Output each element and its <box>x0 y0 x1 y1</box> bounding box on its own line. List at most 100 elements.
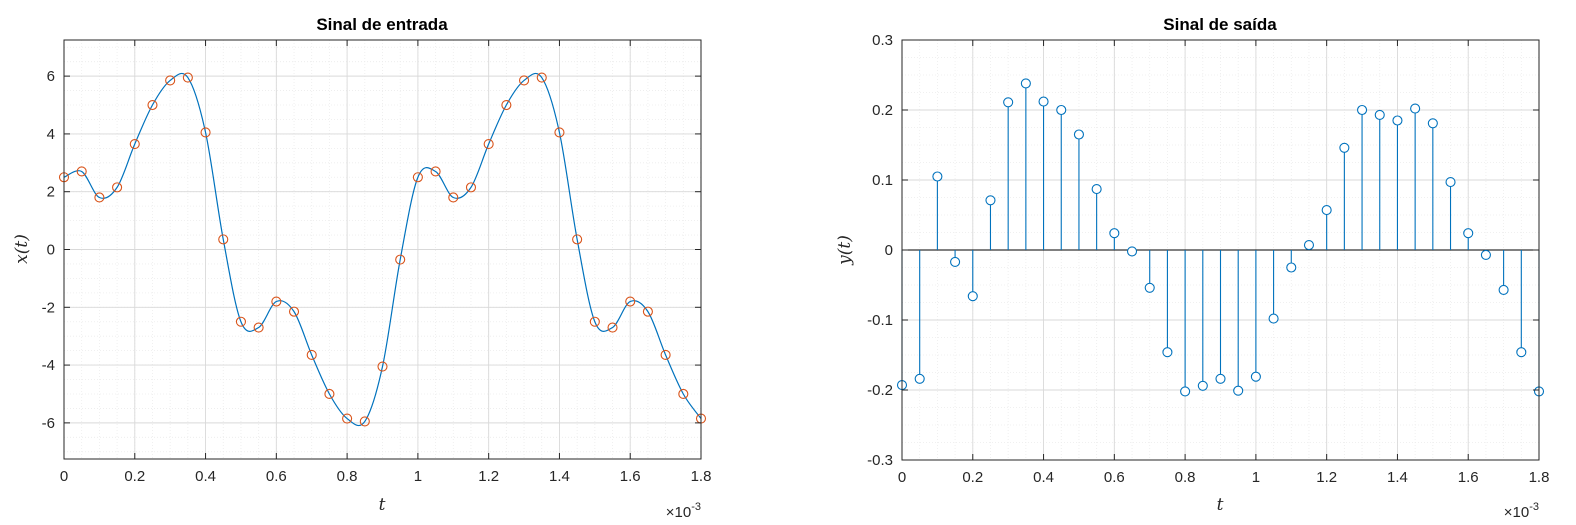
input-sample-marker <box>377 361 388 372</box>
input-x-tick-label: 0.6 <box>266 468 287 485</box>
input-y-tick-label: -2 <box>42 299 55 316</box>
output-stem-marker <box>967 291 978 302</box>
output-plot-content <box>896 78 1545 397</box>
output-stem-marker <box>1197 380 1208 391</box>
input-y-tick-label: 6 <box>47 68 55 85</box>
output-y-tick-label: -0.3 <box>867 452 893 469</box>
input-y-axis-label: x(t) <box>12 234 32 264</box>
input-sample-marker <box>395 254 406 265</box>
input-sample-marker <box>324 388 335 400</box>
output-y-tick-label: -0.2 <box>867 382 893 399</box>
output-x-tick-label: 0.4 <box>1033 469 1054 486</box>
input-signal-axes: 0 0.2 0.4 0.6 0.8 1 1.2 1.4 1.6 1.8 6 4 2 0 -2 -4 -6 Sin… <box>12 15 711 521</box>
output-y-tick-label: 0.1 <box>872 172 893 189</box>
input-sample-marker <box>678 388 689 400</box>
output-stem-marker <box>1144 282 1155 293</box>
input-x-tick-label: 0.8 <box>337 468 358 485</box>
input-sample-marker <box>642 306 653 317</box>
output-stem-marker <box>950 256 961 267</box>
input-sample-marker <box>94 192 105 203</box>
output-x-tick-label: 0 <box>898 469 906 486</box>
output-stem-marker <box>1091 184 1102 195</box>
output-stem-marker <box>1109 228 1120 239</box>
input-sample-marker <box>253 322 264 333</box>
input-sample-marker <box>235 316 246 327</box>
input-sample-marker <box>483 138 494 150</box>
output-stem-marker <box>932 171 943 182</box>
output-stem-marker <box>1427 118 1438 129</box>
input-x-tick-label: 1.2 <box>478 468 499 485</box>
input-sample-marker <box>625 296 636 307</box>
input-sample-marker <box>288 306 300 317</box>
input-sample-marker <box>306 349 317 361</box>
output-stem-marker <box>1250 371 1261 382</box>
output-stem-marker <box>1516 347 1527 358</box>
output-y-tick-label: 0 <box>885 242 893 259</box>
output-stem-marker <box>1303 240 1315 251</box>
output-y-axis-label: y(t) <box>835 235 855 266</box>
input-sample-marker <box>182 72 193 83</box>
input-sample-marker <box>448 192 459 203</box>
input-sample-marker <box>165 75 176 86</box>
output-y-tick-label: 0.3 <box>872 32 893 49</box>
input-x-tick-label: 1.6 <box>620 468 641 485</box>
output-stem-marker <box>1480 249 1491 260</box>
output-x-tick-label: 1.4 <box>1387 469 1408 486</box>
input-y-tick-label: -6 <box>42 415 55 432</box>
input-sample-marker <box>218 234 229 245</box>
input-sample-marker <box>536 72 547 83</box>
output-stem-marker <box>1392 115 1403 126</box>
output-stem-marker <box>1498 284 1509 295</box>
input-y-tick-label: 2 <box>47 184 55 201</box>
output-stem-marker <box>1233 385 1244 396</box>
input-sample-marker <box>359 416 370 427</box>
output-stem-marker <box>1073 129 1084 140</box>
input-x-tick-label: 0.2 <box>124 468 145 485</box>
output-x-tick-label: 1 <box>1252 469 1260 486</box>
output-signal-axes: 0 0.2 0.4 0.6 0.8 1 1.2 1.4 1.6 1.8 0.3 0.2 0.1 0 -0.1… <box>835 15 1549 521</box>
input-x-tick-label: 0.4 <box>195 468 216 485</box>
input-x-tick-label: 1.8 <box>691 468 712 485</box>
input-x-exponent: ×10-3 <box>666 501 701 521</box>
input-y-tick-label: 4 <box>47 126 55 143</box>
input-sample-marker <box>412 172 423 183</box>
input-sample-marker <box>607 322 618 333</box>
output-stem-marker <box>1215 373 1226 384</box>
output-stem-marker <box>1020 78 1031 89</box>
output-stem-marker <box>1162 347 1173 358</box>
input-y-tick-label: -4 <box>42 357 55 374</box>
output-x-tick-label: 1.6 <box>1458 469 1479 486</box>
input-sample-marker <box>465 182 477 193</box>
output-stem-marker <box>1445 177 1456 188</box>
input-sample-marker <box>660 349 671 361</box>
output-x-tick-label: 0.6 <box>1104 469 1125 486</box>
input-sample-marker <box>200 127 211 138</box>
output-stem-marker <box>1321 205 1332 216</box>
output-stem-marker <box>1410 103 1421 114</box>
input-plot-content <box>58 72 707 427</box>
output-stem-marker <box>985 195 996 206</box>
input-sample-marker <box>342 413 353 424</box>
output-x-tick-label: 0.2 <box>962 469 983 486</box>
input-y-tick-label: 0 <box>47 242 55 259</box>
output-stem-marker <box>914 373 925 384</box>
input-sample-marker <box>271 296 282 307</box>
output-x-tick-label: 1.8 <box>1529 469 1550 486</box>
input-sample-marker <box>112 182 123 193</box>
output-chart-title: Sinal de saída <box>1163 15 1277 34</box>
input-tick-marks <box>63 40 702 459</box>
output-y-tick-label: -0.1 <box>867 312 893 329</box>
output-stem-marker <box>1357 104 1368 116</box>
output-stem-marker <box>1126 246 1138 257</box>
input-sample-marker <box>572 234 583 245</box>
output-stem-marker <box>1463 228 1474 239</box>
output-x-tick-label: 0.8 <box>1175 469 1196 486</box>
input-sample-marker <box>76 166 87 177</box>
input-tick-labels: 0 0.2 0.4 0.6 0.8 1 1.2 1.4 1.6 1.8 6 4 2 0 -2 -4 -6 <box>42 68 712 485</box>
output-x-axis-label: t <box>1217 495 1224 515</box>
output-x-exponent: ×10-3 <box>1504 501 1539 521</box>
output-stem-marker <box>1374 109 1385 120</box>
output-stem-marker <box>1038 96 1049 107</box>
output-tick-labels: 0 0.2 0.4 0.6 0.8 1 1.2 1.4 1.6 1.8 0.3 0.2 0.1 0 -0.1… <box>867 32 1549 486</box>
